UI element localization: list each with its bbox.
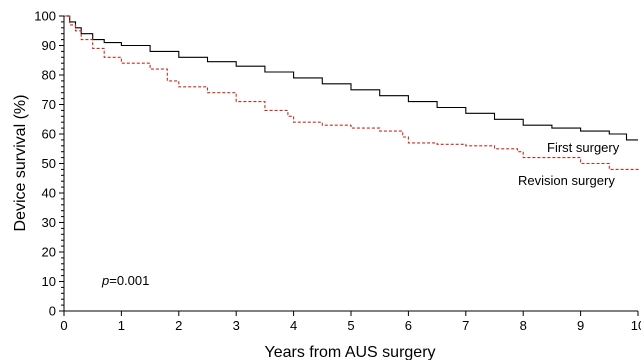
- x-tick-label-9: 9: [577, 318, 584, 333]
- y-tick-label-40: 40: [42, 186, 56, 201]
- x-tick-label-10: 10: [631, 318, 641, 333]
- x-tick-label-1: 1: [118, 318, 125, 333]
- p-value-label: p=0.001: [101, 273, 149, 288]
- p-value-symbol: p: [101, 273, 109, 288]
- y-tick-label-30: 30: [42, 215, 56, 230]
- x-tick-label-8: 8: [520, 318, 527, 333]
- p-value-number: =0.001: [109, 273, 149, 288]
- x-tick-label-5: 5: [347, 318, 354, 333]
- x-tick-label-6: 6: [405, 318, 412, 333]
- x-tick-label-7: 7: [462, 318, 469, 333]
- y-axis-ticks: 0 10 20 30 40 50 60 70 80 90 100: [34, 9, 64, 319]
- x-tick-label-0: 0: [60, 318, 67, 333]
- y-tick-label-10: 10: [42, 274, 56, 289]
- y-tick-label-50: 50: [42, 156, 56, 171]
- series-line-first-surgery: [64, 15, 638, 141]
- x-tick-label-2: 2: [175, 318, 182, 333]
- y-tick-label-80: 80: [42, 68, 56, 83]
- x-axis-title: Years from AUS surgery: [264, 344, 435, 360]
- y-tick-label-90: 90: [42, 38, 56, 53]
- x-tick-label-3: 3: [233, 318, 240, 333]
- y-axis-title: Device survival (%): [12, 95, 29, 232]
- y-tick-label-0: 0: [49, 304, 56, 319]
- x-tick-label-4: 4: [290, 318, 297, 333]
- y-tick-label-60: 60: [42, 127, 56, 142]
- series-layer: [64, 15, 639, 171]
- series-label-revision-surgery: Revision surgery: [518, 173, 615, 188]
- x-axis-ticks: 0 1 2 3 4 5 6 7 8 9 10: [60, 311, 641, 333]
- y-tick-label-100: 100: [34, 9, 56, 24]
- series-line-revision-surgery: [64, 15, 639, 171]
- y-tick-label-20: 20: [42, 245, 56, 260]
- series-label-first-surgery: First surgery: [547, 140, 620, 155]
- y-tick-label-70: 70: [42, 97, 56, 112]
